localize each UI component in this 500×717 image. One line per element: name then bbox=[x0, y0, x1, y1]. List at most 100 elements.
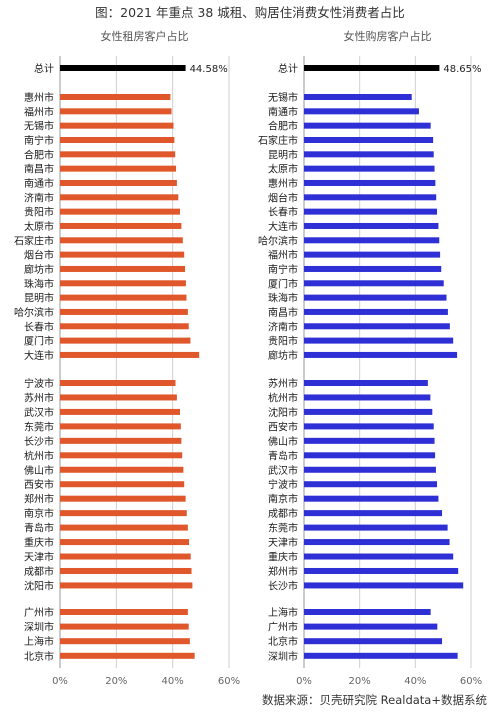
category-label-rent-0-7: 济南市 bbox=[24, 191, 54, 204]
bar-rent-0-9 bbox=[60, 222, 182, 229]
category-label-buy-1-14: 长沙市 bbox=[268, 579, 298, 592]
data-source-note: 数据来源：贝壳研究院 Realdata+数据系统 bbox=[262, 693, 487, 707]
bar-buy-1-6 bbox=[304, 466, 436, 473]
tick-label-buy-1: 20% bbox=[349, 676, 371, 687]
bar-rent-0-18 bbox=[60, 351, 200, 358]
bar-rent-1-2 bbox=[60, 408, 180, 415]
category-label-buy-1-1: 杭州市 bbox=[268, 391, 298, 404]
category-label-buy-1-11: 天津市 bbox=[268, 536, 298, 549]
tick-label-rent-3: 60% bbox=[218, 676, 240, 687]
bar-buy-1-8 bbox=[304, 495, 439, 502]
total-bar-buy bbox=[304, 65, 440, 71]
bar-rent-0-1 bbox=[60, 108, 172, 115]
category-label-rent-2-3: 北京市 bbox=[24, 650, 54, 663]
tick-label-buy-2: 40% bbox=[404, 676, 426, 687]
category-label-rent-0-3: 南宁市 bbox=[24, 134, 54, 147]
bar-buy-1-9 bbox=[304, 510, 443, 517]
category-label-buy-0-2: 合肥市 bbox=[268, 120, 298, 133]
category-label-buy-0-5: 太原市 bbox=[268, 163, 298, 176]
bar-buy-2-3 bbox=[304, 652, 458, 659]
bar-buy-0-6 bbox=[304, 179, 436, 186]
category-label-rent-1-4: 长沙市 bbox=[24, 435, 54, 448]
bar-rent-0-14 bbox=[60, 294, 187, 301]
bar-buy-1-10 bbox=[304, 524, 448, 531]
category-label-buy-2-2: 北京市 bbox=[268, 635, 298, 648]
category-label-rent-0-9: 太原市 bbox=[24, 220, 54, 233]
category-label-rent-0-11: 烟台市 bbox=[24, 249, 54, 262]
bar-buy-0-14 bbox=[304, 294, 447, 301]
category-label-buy-1-7: 宁波市 bbox=[268, 478, 298, 491]
category-label-rent-1-8: 郑州市 bbox=[24, 493, 54, 506]
category-label-rent-0-15: 哈尔滨市 bbox=[14, 306, 54, 319]
tick-label-rent-1: 20% bbox=[105, 676, 127, 687]
category-label-buy-1-2: 沈阳市 bbox=[268, 406, 298, 419]
bar-rent-1-6 bbox=[60, 466, 184, 473]
category-label-rent-1-11: 重庆市 bbox=[24, 536, 54, 549]
bar-rent-0-15 bbox=[60, 308, 188, 315]
bar-rent-0-5 bbox=[60, 165, 177, 172]
bar-rent-0-12 bbox=[60, 265, 186, 272]
category-label-rent-0-18: 大连市 bbox=[24, 349, 54, 362]
category-label-buy-0-11: 福州市 bbox=[268, 249, 298, 262]
bar-rent-1-0 bbox=[60, 380, 176, 386]
bar-buy-0-16 bbox=[304, 323, 450, 330]
category-label-rent-1-13: 成都市 bbox=[24, 565, 54, 578]
bar-buy-0-10 bbox=[304, 237, 440, 244]
category-label-rent-2-1: 深圳市 bbox=[24, 621, 54, 634]
category-label-buy-0-8: 长春市 bbox=[268, 206, 298, 219]
bar-rent-1-7 bbox=[60, 481, 185, 488]
category-label-rent-1-0: 宁波市 bbox=[24, 377, 54, 390]
bar-rent-0-3 bbox=[60, 136, 175, 143]
category-label-rent-1-9: 南京市 bbox=[24, 507, 54, 520]
category-label-buy-1-3: 西安市 bbox=[268, 420, 298, 433]
category-label-rent-0-8: 贵阳市 bbox=[24, 206, 54, 219]
category-label-buy-0-3: 石家庄市 bbox=[258, 134, 298, 147]
category-label-buy-0-13: 厦门市 bbox=[268, 277, 298, 290]
bar-rent-0-6 bbox=[60, 179, 177, 186]
category-label-rent-2-2: 上海市 bbox=[24, 635, 54, 648]
bar-rent-1-4 bbox=[60, 437, 182, 444]
category-label-rent-1-10: 青岛市 bbox=[24, 522, 54, 535]
total-label-rent: 总计 bbox=[34, 62, 54, 75]
bar-rent-0-17 bbox=[60, 337, 191, 344]
bar-buy-0-3 bbox=[304, 136, 434, 143]
category-label-rent-0-14: 昆明市 bbox=[24, 292, 54, 305]
category-label-buy-0-7: 烟台市 bbox=[268, 191, 298, 204]
bar-buy-0-12 bbox=[304, 265, 442, 272]
bar-buy-2-2 bbox=[304, 638, 443, 645]
total-value-label-rent: 44.58% bbox=[190, 64, 228, 75]
tick-label-buy-3: 60% bbox=[460, 676, 482, 687]
bar-buy-0-18 bbox=[304, 351, 458, 358]
category-label-buy-2-1: 广州市 bbox=[268, 621, 298, 634]
category-label-rent-1-2: 武汉市 bbox=[24, 406, 54, 419]
category-label-buy-0-6: 惠州市 bbox=[268, 177, 298, 190]
bar-buy-1-14 bbox=[304, 582, 464, 589]
category-label-buy-2-0: 上海市 bbox=[268, 606, 298, 619]
bar-buy-1-4 bbox=[304, 437, 435, 444]
category-label-buy-1-13: 郑州市 bbox=[268, 565, 298, 578]
bar-rent-0-16 bbox=[60, 323, 189, 330]
bar-buy-1-12 bbox=[304, 553, 454, 560]
panel-title-rent: 女性租房客户占比 bbox=[101, 29, 189, 43]
category-label-rent-1-14: 沈阳市 bbox=[24, 579, 54, 592]
category-label-rent-1-3: 东莞市 bbox=[24, 420, 54, 433]
category-label-buy-0-17: 贵阳市 bbox=[268, 335, 298, 348]
bar-buy-2-1 bbox=[304, 623, 438, 630]
bar-rent-1-1 bbox=[60, 394, 177, 401]
category-label-buy-1-4: 佛山市 bbox=[268, 435, 298, 448]
tick-label-buy-0: 0% bbox=[296, 676, 312, 687]
bar-rent-1-10 bbox=[60, 524, 188, 531]
category-label-rent-1-12: 天津市 bbox=[24, 551, 54, 564]
bar-buy-1-3 bbox=[304, 423, 434, 430]
bar-rent-0-7 bbox=[60, 194, 179, 201]
bar-buy-1-5 bbox=[304, 452, 436, 459]
bar-rent-0-10 bbox=[60, 237, 183, 244]
category-label-buy-1-10: 东莞市 bbox=[268, 522, 298, 535]
category-label-rent-0-10: 石家庄市 bbox=[14, 234, 54, 247]
category-label-rent-1-6: 佛山市 bbox=[24, 464, 54, 477]
bar-buy-0-5 bbox=[304, 165, 435, 172]
category-label-rent-0-5: 南昌市 bbox=[24, 163, 54, 176]
bar-rent-0-0 bbox=[60, 94, 171, 100]
bar-buy-0-1 bbox=[304, 108, 419, 115]
